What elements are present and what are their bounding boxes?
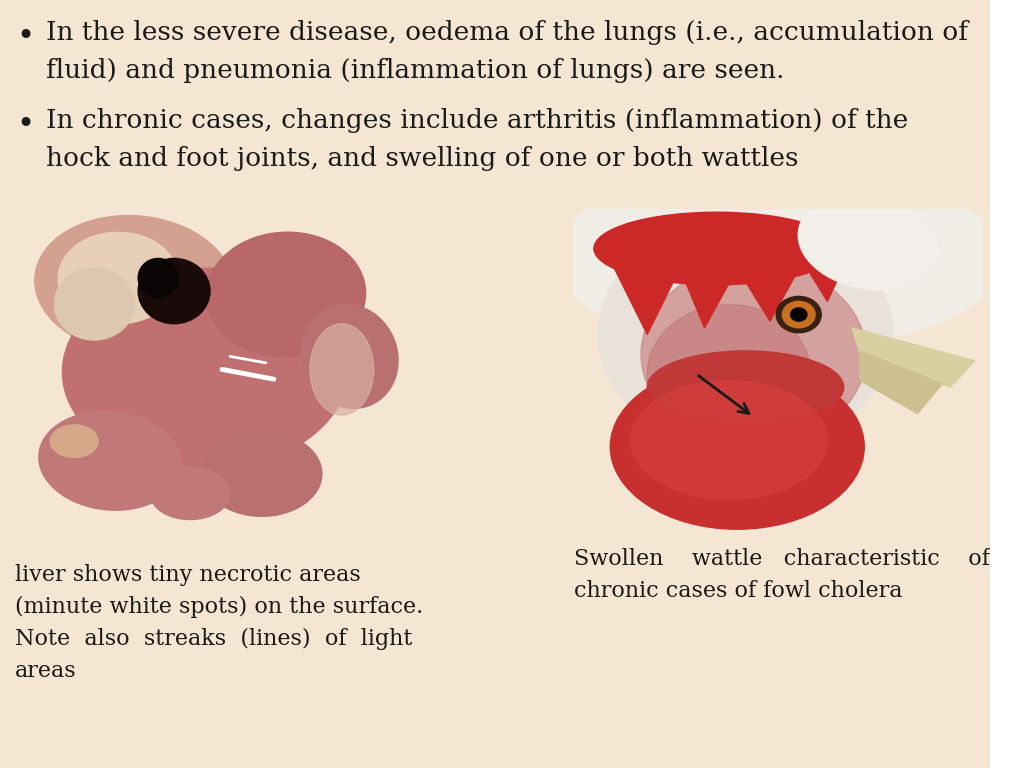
Text: •: • [16,22,34,53]
Ellipse shape [310,324,374,415]
Ellipse shape [598,219,893,450]
Text: areas: areas [15,660,77,682]
Ellipse shape [647,305,811,443]
Text: In the less severe disease, oedema of the lungs (i.e., accumulation of: In the less severe disease, oedema of th… [46,20,968,45]
Ellipse shape [58,232,178,324]
Text: hock and foot joints, and swelling of one or both wattles: hock and foot joints, and swelling of on… [46,146,799,171]
Ellipse shape [641,263,866,445]
Polygon shape [594,249,852,334]
Ellipse shape [50,425,98,458]
Ellipse shape [151,467,230,520]
Text: chronic cases of fowl cholera: chronic cases of fowl cholera [574,580,902,602]
Ellipse shape [594,212,840,285]
Ellipse shape [62,268,349,471]
Text: In chronic cases, changes include arthritis (inflammation) of the: In chronic cases, changes include arthri… [46,108,908,133]
Ellipse shape [138,258,178,297]
Ellipse shape [301,304,398,409]
Text: (minute white spots) on the surface.: (minute white spots) on the surface. [15,596,423,618]
Ellipse shape [54,268,134,340]
Polygon shape [860,351,942,414]
Text: fluid) and pneumonia (inflammation of lungs) are seen.: fluid) and pneumonia (inflammation of lu… [46,58,784,83]
Ellipse shape [206,232,366,356]
Ellipse shape [202,432,322,516]
Ellipse shape [647,351,844,424]
Text: liver shows tiny necrotic areas: liver shows tiny necrotic areas [15,564,360,586]
Ellipse shape [782,301,815,328]
Ellipse shape [798,194,939,290]
Ellipse shape [791,308,807,321]
Ellipse shape [610,364,864,529]
Ellipse shape [39,412,181,510]
Ellipse shape [631,381,827,499]
Polygon shape [852,328,975,387]
Ellipse shape [35,216,233,353]
Ellipse shape [138,258,210,324]
Ellipse shape [776,296,821,333]
Text: Note  also  streaks  (lines)  of  light: Note also streaks (lines) of light [15,628,413,650]
Text: •: • [16,110,34,141]
Bar [990,0,1024,768]
Ellipse shape [553,167,1004,349]
Text: Swollen    wattle   characteristic    of: Swollen wattle characteristic of [574,548,990,570]
